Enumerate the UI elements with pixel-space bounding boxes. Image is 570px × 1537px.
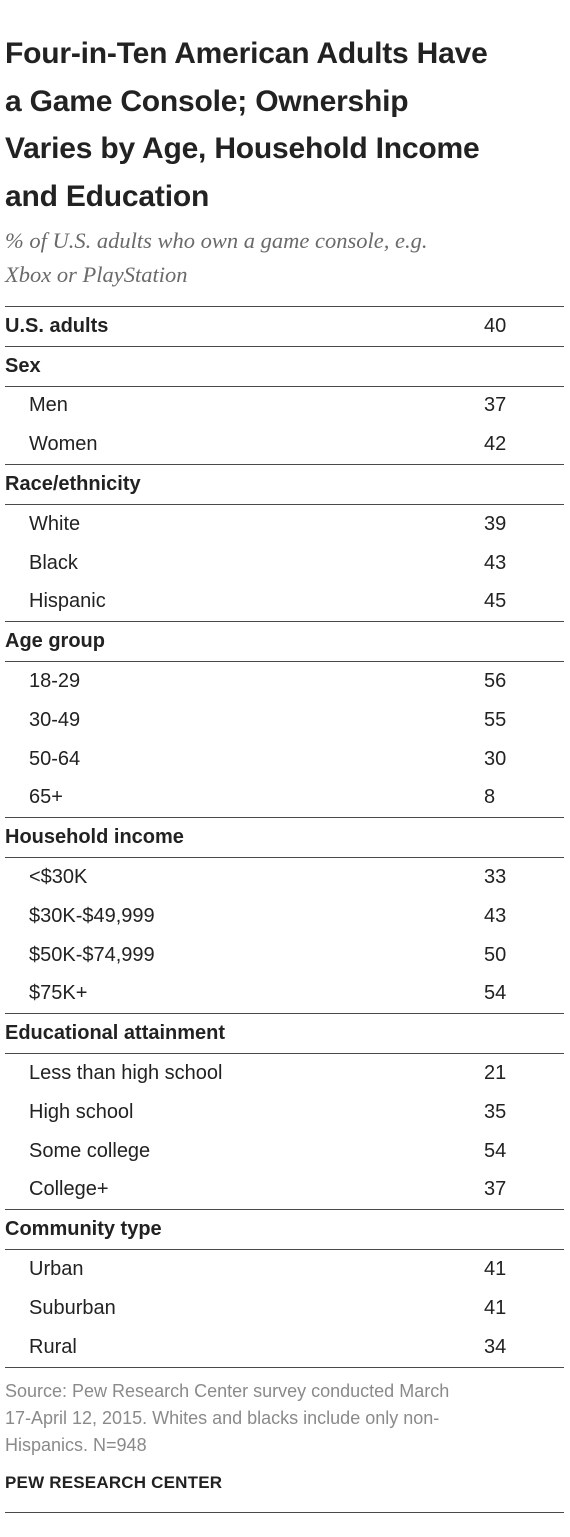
group-header-label: Educational attainment	[5, 1013, 484, 1054]
row-label: College+	[29, 1178, 109, 1201]
row-value: 39	[484, 503, 564, 544]
group-header: Age group	[5, 621, 564, 662]
row-value: 50	[484, 943, 507, 966]
row-value: 54	[484, 1139, 507, 1162]
data-table: U.S. adults 40 Sex Men 37 Women 42 Race/ethni…	[5, 307, 564, 1367]
row-label: 65+	[29, 786, 63, 809]
group-header-spacer	[484, 345, 564, 387]
table-row: White 39	[5, 503, 564, 544]
data-table-body: U.S. adults 40 Sex Men 37 Women 42 Race/ethni…	[5, 307, 564, 1367]
row-label: 18-29	[5, 661, 484, 701]
table-row: Women 42	[5, 425, 564, 464]
row-label: High school	[29, 1100, 134, 1123]
row-label: Some college	[29, 1139, 151, 1162]
chart-title: Four-in-Ten American Adults Have a Game …	[5, 37, 488, 213]
row-label: Black	[29, 551, 78, 574]
row-value: 43	[484, 904, 507, 927]
table-row: Men 37	[5, 385, 564, 426]
row-value: 54	[484, 982, 507, 1005]
row-value: 45	[484, 590, 507, 613]
group-header: Household income	[5, 817, 564, 858]
overall-value: 40	[484, 314, 507, 337]
table-row: 30-49 55	[5, 701, 564, 740]
group-header: Sex	[5, 345, 564, 387]
table-row: Black 43	[5, 544, 564, 583]
table-row: High school 35	[5, 1093, 564, 1132]
chart-subtitle: % of U.S. adults who own a game console,…	[5, 228, 428, 287]
table-row: Rural 34	[5, 1328, 564, 1367]
table-row: Hispanic 45	[5, 583, 564, 622]
group-header-label: Household income	[5, 817, 484, 858]
row-value: 35	[484, 1100, 507, 1123]
table-row: $30K-$49,999 43	[5, 897, 564, 936]
group-header: Race/ethnicity	[5, 464, 564, 505]
table-row: $50K-$74,999 50	[5, 936, 564, 975]
group-header-spacer	[484, 464, 564, 505]
row-value: 56	[484, 661, 564, 701]
brand-label: PEW RESEARCH CENTER	[5, 1472, 223, 1492]
table-row: 18-29 56	[5, 661, 564, 701]
group-header-label: Community type	[5, 1209, 484, 1250]
group-header-spacer	[484, 1013, 564, 1054]
row-value: 55	[484, 708, 507, 731]
row-value: 30	[484, 747, 507, 770]
table-row: $75K+ 54	[5, 975, 564, 1014]
group-header-label: Race/ethnicity	[5, 464, 484, 505]
row-value: 41	[484, 1249, 564, 1289]
row-value: 21	[484, 1053, 564, 1093]
row-label: Urban	[5, 1249, 484, 1289]
row-value: 33	[484, 857, 564, 897]
row-label: Rural	[29, 1335, 77, 1358]
table-row: <$30K 33	[5, 857, 564, 897]
row-label: $30K-$49,999	[29, 904, 155, 927]
group-header: Educational attainment	[5, 1013, 564, 1054]
row-label: <$30K	[5, 857, 484, 897]
row-value: 43	[484, 551, 507, 574]
row-label: Less than high school	[5, 1053, 484, 1093]
row-label: 50-64	[29, 747, 81, 770]
overall-row: U.S. adults 40	[5, 307, 564, 346]
row-label: Suburban	[29, 1296, 116, 1319]
group-header-spacer	[484, 817, 564, 858]
row-label: 30-49	[29, 708, 81, 731]
table-row: Less than high school 21	[5, 1053, 564, 1093]
table-row: 50-64 30	[5, 740, 564, 779]
group-header: Community type	[5, 1209, 564, 1250]
top-divider	[5, 306, 564, 307]
table-row: College+ 37	[5, 1171, 564, 1210]
group-header-spacer	[484, 621, 564, 662]
table-row: Some college 54	[5, 1132, 564, 1171]
table-row: Urban 41	[5, 1249, 564, 1289]
row-label: Men	[5, 385, 484, 426]
end-divider	[5, 1512, 564, 1513]
bottom-divider	[5, 1366, 564, 1368]
table-row: Suburban 41	[5, 1289, 564, 1328]
source-note: Source: Pew Research Center survey condu…	[5, 1380, 450, 1455]
row-label: White	[5, 503, 484, 544]
group-header-spacer	[484, 1209, 564, 1250]
table-row: 65+ 8	[5, 779, 564, 818]
row-label: Hispanic	[29, 590, 106, 613]
row-value: 34	[484, 1335, 507, 1358]
row-label: $50K-$74,999	[29, 943, 155, 966]
overall-label: U.S. adults	[5, 314, 109, 337]
row-value: 42	[484, 433, 507, 456]
row-label: $75K+	[29, 982, 88, 1005]
row-label: Women	[29, 433, 98, 456]
row-value: 37	[484, 1178, 507, 1201]
row-value: 41	[484, 1296, 507, 1319]
group-header-label: Age group	[5, 621, 484, 662]
row-value: 8	[484, 786, 496, 809]
row-value: 37	[484, 385, 564, 426]
group-header-label: Sex	[5, 345, 484, 387]
